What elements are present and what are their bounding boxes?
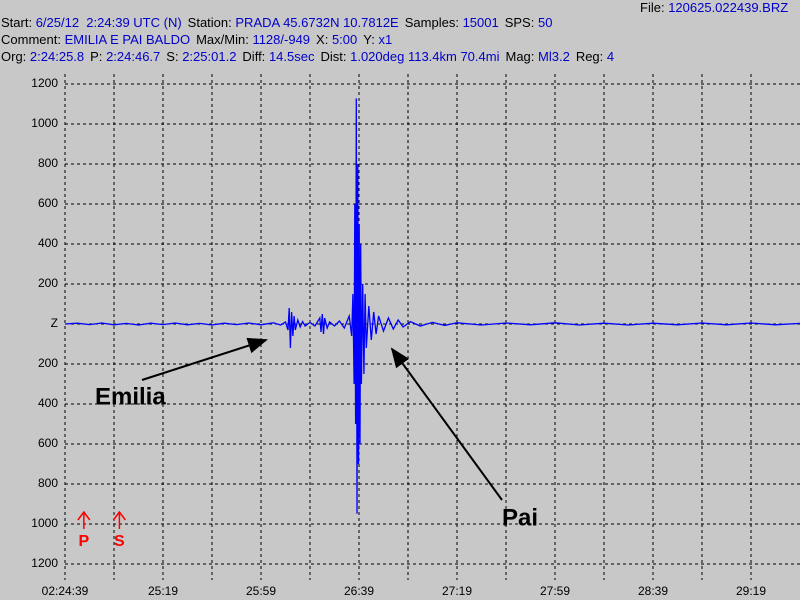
field-value: x1 bbox=[378, 32, 393, 47]
y-tick-label: Z bbox=[51, 316, 58, 330]
field-value: EMILIA E PAI BALDO bbox=[64, 32, 191, 47]
field-label: X: bbox=[316, 32, 329, 47]
field-label: Y: bbox=[363, 32, 375, 47]
field-value: 2:24:25.8 bbox=[29, 49, 85, 64]
annotation: Emilia bbox=[95, 383, 166, 410]
phase-label: P bbox=[79, 533, 90, 550]
header-line: Start: 6/25/12 2:24:39 UTC (N) Station: P… bbox=[1, 15, 558, 30]
field-label: Mag: bbox=[505, 49, 535, 64]
field-value: 1128/-949 bbox=[252, 32, 311, 47]
phase-marker: S bbox=[112, 510, 126, 550]
header-line: Org: 2:24:25.8 P: 2:24:46.7 S: 2:25:01.2 Di… bbox=[1, 49, 620, 64]
annotation-arrow bbox=[141, 337, 268, 381]
field-label: Diff: bbox=[242, 49, 266, 64]
field-label: File: bbox=[640, 0, 665, 15]
y-tick-label: 600 bbox=[38, 436, 58, 450]
y-tick-label: 400 bbox=[38, 236, 58, 250]
file-line: File: 120625.022439.BRZ bbox=[640, 0, 794, 15]
y-tick-label: 200 bbox=[38, 356, 58, 370]
field-label: Start: bbox=[1, 15, 33, 30]
field-value: 50 bbox=[537, 15, 553, 30]
phase-marker: P bbox=[77, 510, 91, 550]
x-tick-label: 25:19 bbox=[148, 584, 178, 598]
y-tick-label: 1000 bbox=[31, 116, 58, 130]
field-value: Ml3.2 bbox=[538, 49, 570, 64]
waveform bbox=[64, 98, 800, 514]
field-value: 15001 bbox=[462, 15, 499, 30]
field-label: S: bbox=[166, 49, 179, 64]
field-value: 5:00 bbox=[331, 32, 358, 47]
y-tick-label: 800 bbox=[38, 156, 58, 170]
field-value: 2:24:46.7 bbox=[106, 49, 161, 64]
field-label: SPS: bbox=[504, 15, 535, 30]
y-tick-label: 200 bbox=[38, 276, 58, 290]
x-tick-label: 26:39 bbox=[344, 584, 374, 598]
y-tick-label: 400 bbox=[38, 396, 58, 410]
annotation-arrow bbox=[390, 347, 503, 501]
field-label: Samples: bbox=[404, 15, 459, 30]
field-value: 1.020deg 113.4km 70.4mi bbox=[350, 49, 500, 64]
field-label: Comment: bbox=[1, 32, 61, 47]
field-label: Org: bbox=[1, 49, 27, 64]
field-value: 14.5sec bbox=[268, 49, 315, 64]
x-tick-label: 02:24:39 bbox=[42, 584, 89, 598]
y-tick-label: 1200 bbox=[31, 76, 58, 90]
field-label: Max/Min: bbox=[196, 32, 249, 47]
field-label: Dist: bbox=[320, 49, 347, 64]
phase-arrow bbox=[77, 510, 91, 529]
y-tick-label: 600 bbox=[38, 196, 58, 210]
field-label: Station: bbox=[187, 15, 232, 30]
x-tick-label: 29:19 bbox=[736, 584, 766, 598]
field-value: PRADA 45.6732N 10.7812E bbox=[235, 15, 399, 30]
x-tick-label: 27:59 bbox=[540, 584, 570, 598]
field-value: 120625.022439.BRZ bbox=[668, 0, 789, 15]
field-value: 4 bbox=[606, 49, 615, 64]
y-tick-label: 1000 bbox=[31, 516, 58, 530]
field-value: 6/25/12 2:24:39 UTC (N) bbox=[35, 15, 182, 30]
annotation: Pai bbox=[502, 504, 538, 531]
field-label: P: bbox=[90, 49, 103, 64]
y-tick-label: 800 bbox=[38, 476, 58, 490]
x-tick-label: 27:19 bbox=[442, 584, 472, 598]
phase-arrow bbox=[112, 510, 126, 529]
x-tick-label: 28:39 bbox=[638, 584, 668, 598]
phase-label: S bbox=[114, 533, 125, 550]
x-tick-label: 25:59 bbox=[246, 584, 276, 598]
header-line: Comment: EMILIA E PAI BALDO Max/Min: 1128… bbox=[1, 32, 398, 47]
field-value: 2:25:01.2 bbox=[182, 49, 237, 64]
field-label: Reg: bbox=[575, 49, 604, 64]
y-tick-label: 1200 bbox=[31, 556, 58, 570]
